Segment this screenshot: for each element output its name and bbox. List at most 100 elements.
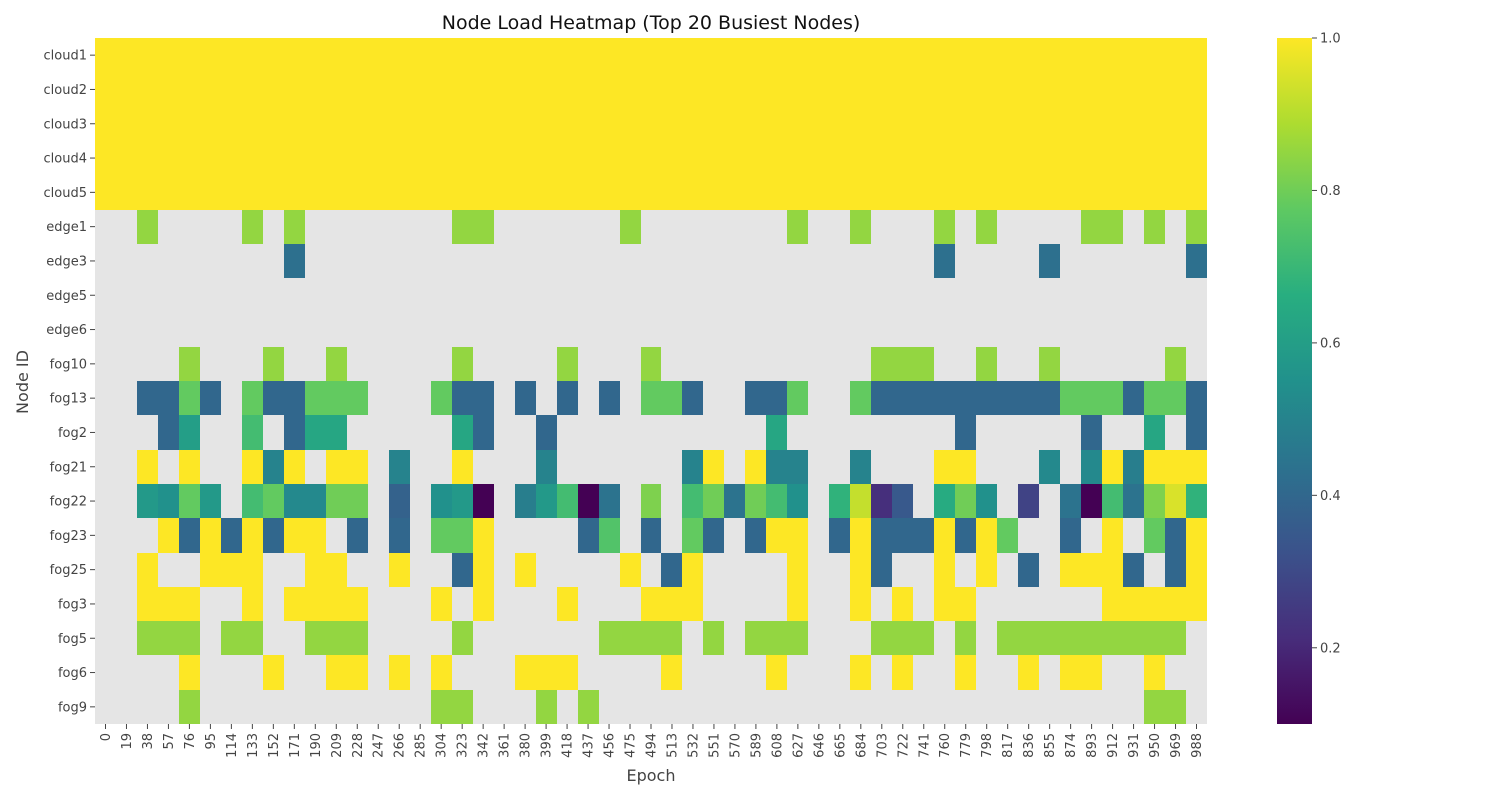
x-tick-label: 513 — [665, 733, 680, 758]
heatmap-cell — [682, 72, 703, 107]
y-tick-label: fog5 — [58, 632, 87, 647]
heatmap-cell — [1123, 484, 1144, 518]
heatmap-cell — [766, 655, 787, 690]
heatmap-cell — [745, 38, 766, 72]
heatmap-cell — [620, 141, 641, 175]
heatmap-cell — [620, 175, 641, 210]
heatmap-cell — [557, 587, 578, 621]
x-tick-label: 342 — [477, 733, 492, 758]
heatmap-cell — [158, 107, 179, 141]
heatmap-cell — [787, 450, 808, 484]
heatmap-cell — [1039, 621, 1060, 655]
heatmap-cell — [703, 621, 724, 655]
heatmap-cell — [745, 450, 766, 484]
heatmap-cell — [557, 175, 578, 210]
heatmap-cell — [892, 484, 913, 518]
heatmap-cell — [221, 175, 242, 210]
heatmap-cell — [473, 484, 494, 518]
heatmap-cell — [682, 587, 703, 621]
heatmap-cell — [578, 141, 599, 175]
heatmap-cell — [326, 484, 347, 518]
heatmap-cell — [682, 141, 703, 175]
heatmap-cell — [1018, 175, 1039, 210]
heatmap-cell — [326, 347, 347, 381]
heatmap-cell — [1186, 415, 1207, 450]
heatmap-cell — [1102, 621, 1123, 655]
heatmap-cell — [787, 210, 808, 244]
heatmap-cell — [976, 553, 997, 587]
heatmap-cell — [179, 107, 200, 141]
heatmap-cell — [703, 107, 724, 141]
heatmap-cell — [1060, 141, 1081, 175]
x-tick-label: 760 — [938, 733, 953, 758]
heatmap-cell — [892, 621, 913, 655]
heatmap-cell — [347, 450, 368, 484]
heatmap-cell — [976, 347, 997, 381]
x-tick-label: 494 — [645, 733, 660, 758]
heatmap-cell — [536, 141, 557, 175]
heatmap-cell — [242, 72, 263, 107]
heatmap-cell — [703, 450, 724, 484]
heatmap-cell — [452, 175, 473, 210]
y-tick-label: fog6 — [58, 666, 87, 681]
heatmap-cell — [1081, 381, 1102, 415]
heatmap-cell — [787, 484, 808, 518]
heatmap-cell — [913, 518, 934, 553]
y-tick-label: fog21 — [50, 460, 87, 475]
y-tick-label: cloud3 — [44, 117, 87, 132]
heatmap-cell — [976, 381, 997, 415]
heatmap-cell — [955, 141, 976, 175]
heatmap-cell — [1165, 141, 1186, 175]
heatmap-cell — [724, 38, 745, 72]
heatmap-cell — [95, 72, 116, 107]
x-tick-label: 38 — [141, 733, 156, 750]
heatmap-cell — [200, 38, 221, 72]
heatmap-cell — [326, 621, 347, 655]
heatmap-cell — [179, 450, 200, 484]
heatmap-cell — [158, 484, 179, 518]
heatmap-cell — [913, 621, 934, 655]
heatmap-cell — [850, 38, 871, 72]
x-tick-label: 931 — [1127, 733, 1142, 758]
heatmap-cell — [641, 587, 661, 621]
heatmap-cell — [347, 655, 368, 690]
heatmap-cell — [242, 210, 263, 244]
heatmap-cell — [473, 381, 494, 415]
y-tick-label: cloud5 — [44, 186, 87, 201]
heatmap-cell — [829, 141, 850, 175]
heatmap-cell — [641, 141, 661, 175]
heatmap-cell — [452, 621, 473, 655]
heatmap-cell — [368, 72, 389, 107]
heatmap-cell — [997, 621, 1018, 655]
heatmap-cell — [200, 381, 221, 415]
heatmap-cell — [1144, 210, 1165, 244]
heatmap-cell — [242, 107, 263, 141]
heatmap-cell — [955, 72, 976, 107]
heatmap-cell — [473, 141, 494, 175]
heatmap-cell — [892, 141, 913, 175]
x-tick-label: 323 — [456, 733, 471, 758]
heatmap-cell — [95, 175, 116, 210]
heatmap-cell — [1060, 175, 1081, 210]
heatmap-cell — [745, 141, 766, 175]
heatmap-cell — [473, 415, 494, 450]
heatmap-cell — [661, 587, 682, 621]
x-tick-label: 171 — [288, 733, 303, 758]
heatmap-cell — [431, 518, 452, 553]
heatmap-cell — [1186, 381, 1207, 415]
heatmap-cell — [431, 38, 452, 72]
heatmap-cell — [284, 72, 305, 107]
x-tick-label: 437 — [582, 733, 597, 758]
heatmap-cell — [1123, 553, 1144, 587]
heatmap-cell — [808, 175, 829, 210]
heatmap-cell — [1018, 72, 1039, 107]
heatmap-cell — [242, 415, 263, 450]
y-tick-label: fog2 — [58, 426, 87, 441]
heatmap-cell — [452, 553, 473, 587]
x-tick-label: 722 — [896, 733, 911, 758]
heatmap-cell — [976, 107, 997, 141]
heatmap-cell — [766, 72, 787, 107]
heatmap-cell — [368, 107, 389, 141]
heatmap-cell — [745, 107, 766, 141]
heatmap-cell — [599, 621, 620, 655]
